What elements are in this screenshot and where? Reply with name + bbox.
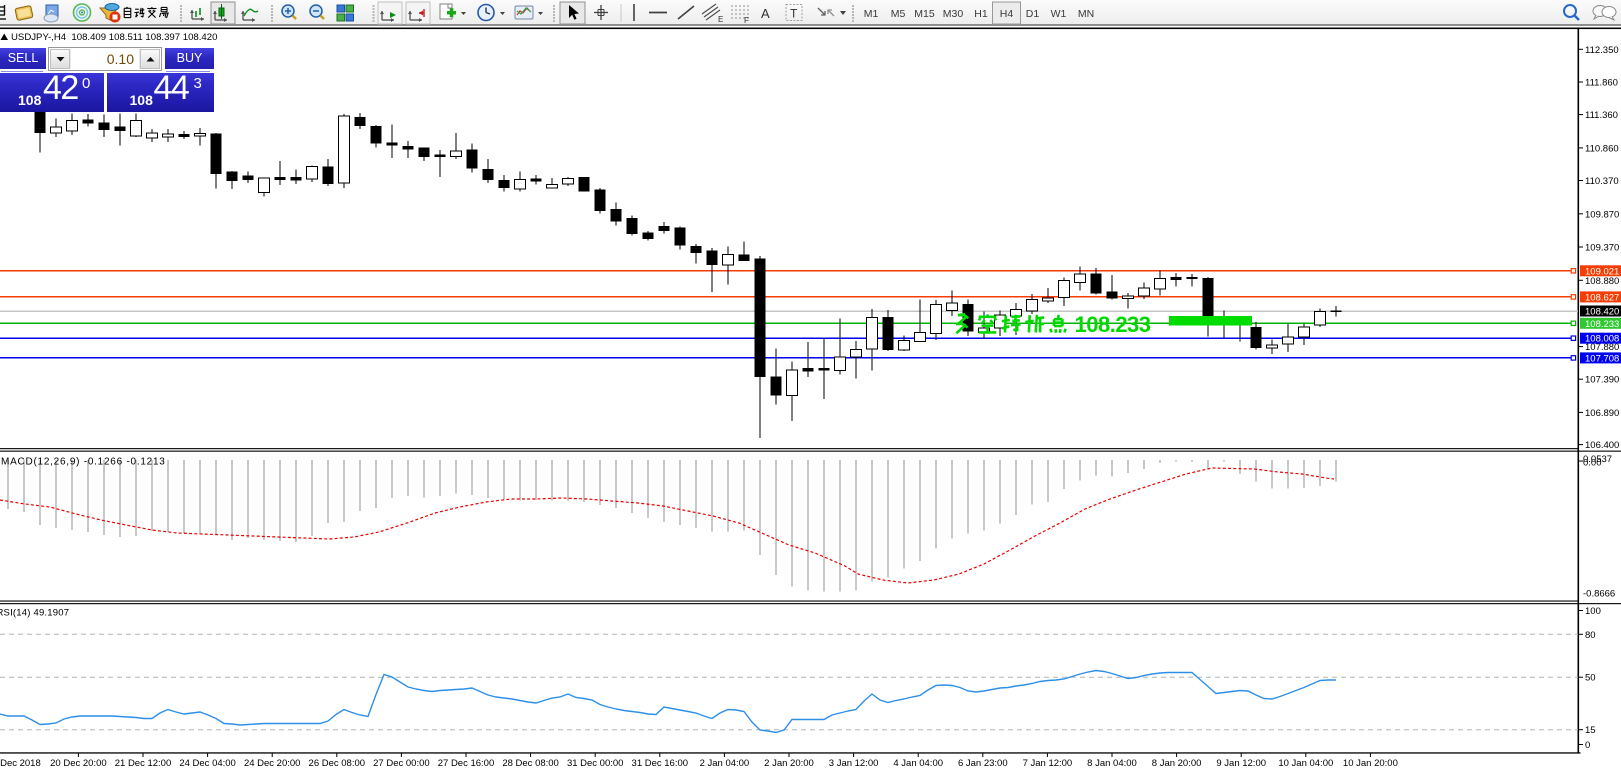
- svg-text:20 Dec 2018: 20 Dec 2018: [0, 758, 41, 769]
- svg-text:26 Dec 08:00: 26 Dec 08:00: [309, 758, 366, 769]
- svg-text:8 Jan 20:00: 8 Jan 20:00: [1152, 758, 1202, 769]
- svg-text:106.400: 106.400: [1585, 440, 1619, 451]
- svg-text:31 Dec 00:00: 31 Dec 00:00: [567, 758, 624, 769]
- svg-text:T: T: [790, 7, 798, 21]
- svg-text:MACD(12,26,9) -0.1266 -0.1213: MACD(12,26,9) -0.1266 -0.1213: [1, 457, 166, 468]
- svg-text:31 Dec 16:00: 31 Dec 16:00: [632, 758, 689, 769]
- svg-text:108.420: 108.420: [1585, 307, 1619, 318]
- svg-text:4 Jan 04:00: 4 Jan 04:00: [893, 758, 943, 769]
- svg-text:0: 0: [1585, 740, 1590, 751]
- svg-text:24 Dec 04:00: 24 Dec 04:00: [179, 758, 236, 769]
- svg-text:H1: H1: [974, 8, 988, 20]
- svg-text:28 Dec 08:00: 28 Dec 08:00: [502, 758, 559, 769]
- svg-text:7 Jan 12:00: 7 Jan 12:00: [1023, 758, 1073, 769]
- svg-text:108.627: 108.627: [1585, 292, 1619, 303]
- svg-text:10 Jan 04:00: 10 Jan 04:00: [1278, 758, 1333, 769]
- svg-text:108.233: 108.233: [1075, 312, 1151, 337]
- svg-text:W1: W1: [1051, 8, 1067, 20]
- svg-text:80: 80: [1585, 630, 1596, 641]
- svg-text:M5: M5: [891, 8, 906, 20]
- svg-text:M1: M1: [864, 8, 879, 20]
- svg-text:108.233: 108.233: [1585, 319, 1619, 330]
- svg-text:E: E: [718, 15, 723, 24]
- svg-text:112.350: 112.350: [1585, 45, 1619, 56]
- svg-text:USDJPY-,H4 108.409 108.511 10: USDJPY-,H4 108.409 108.511 108.397 108.4…: [11, 32, 217, 43]
- svg-text:27 Dec 16:00: 27 Dec 16:00: [438, 758, 495, 769]
- svg-text:8 Jan 04:00: 8 Jan 04:00: [1087, 758, 1137, 769]
- svg-text:20 Dec 20:00: 20 Dec 20:00: [50, 758, 107, 769]
- svg-text:M30: M30: [943, 8, 964, 20]
- svg-text:110.370: 110.370: [1585, 176, 1619, 187]
- svg-text:108.008: 108.008: [1585, 334, 1619, 345]
- svg-text:110.860: 110.860: [1585, 143, 1619, 154]
- svg-text:10 Jan 20:00: 10 Jan 20:00: [1343, 758, 1398, 769]
- svg-text:A: A: [761, 6, 770, 21]
- svg-text:H4: H4: [1000, 8, 1014, 20]
- svg-text:D1: D1: [1026, 8, 1040, 20]
- svg-text:-0.8666: -0.8666: [1583, 589, 1615, 600]
- svg-text:109.021: 109.021: [1585, 266, 1619, 277]
- svg-text:108.880: 108.880: [1585, 276, 1619, 287]
- svg-text:F: F: [744, 16, 749, 25]
- svg-text:M15: M15: [914, 8, 935, 20]
- svg-text:111.860: 111.860: [1585, 78, 1618, 89]
- svg-text:107.880: 107.880: [1585, 342, 1619, 353]
- svg-text:107.708: 107.708: [1585, 353, 1619, 364]
- svg-text:2 Jan 20:00: 2 Jan 20:00: [764, 758, 814, 769]
- svg-text:15: 15: [1585, 725, 1596, 736]
- svg-text:106.890: 106.890: [1585, 408, 1619, 419]
- svg-text:27 Dec 00:00: 27 Dec 00:00: [373, 758, 430, 769]
- svg-text:107.390: 107.390: [1585, 375, 1619, 386]
- svg-text:109.370: 109.370: [1585, 243, 1619, 254]
- svg-text:50: 50: [1585, 673, 1596, 684]
- svg-text:0.0537: 0.0537: [1583, 454, 1612, 465]
- svg-text:3 Jan 12:00: 3 Jan 12:00: [829, 758, 879, 769]
- svg-text:0.00: 0.00: [1583, 458, 1602, 469]
- svg-text:111.360: 111.360: [1585, 110, 1618, 121]
- svg-text:RSI(14) 49.1907: RSI(14) 49.1907: [0, 608, 69, 619]
- svg-text:9 Jan 12:00: 9 Jan 12:00: [1216, 758, 1266, 769]
- svg-text:21 Dec 12:00: 21 Dec 12:00: [115, 758, 172, 769]
- svg-text:100: 100: [1585, 606, 1601, 617]
- svg-text:MN: MN: [1078, 8, 1094, 20]
- svg-text:6 Jan 23:00: 6 Jan 23:00: [958, 758, 1008, 769]
- svg-text:2 Jan 04:00: 2 Jan 04:00: [700, 758, 750, 769]
- svg-text:24 Dec 20:00: 24 Dec 20:00: [244, 758, 301, 769]
- svg-text:109.870: 109.870: [1585, 209, 1619, 220]
